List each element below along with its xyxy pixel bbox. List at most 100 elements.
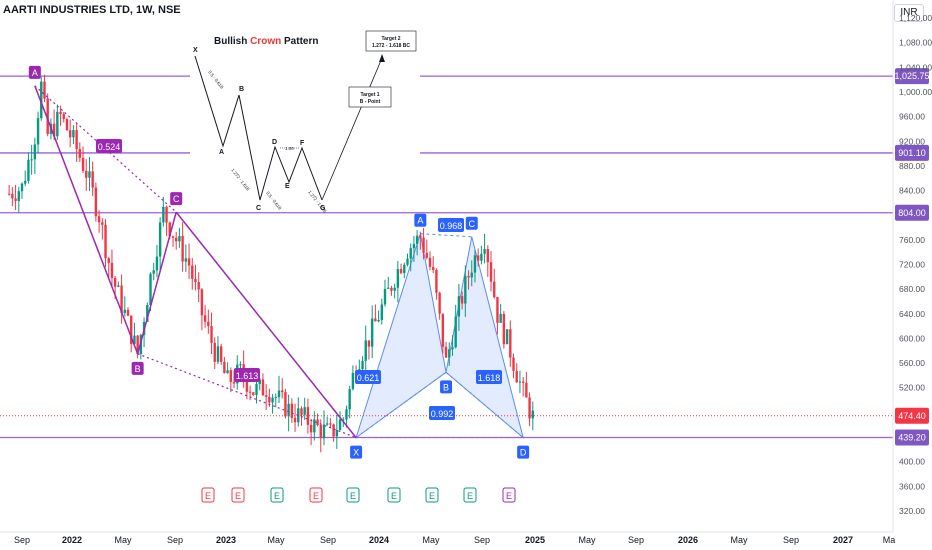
abc-pattern-dotted-leg <box>34 85 177 213</box>
candle-body <box>383 288 387 305</box>
candle-body <box>367 340 371 347</box>
ratio-label: 0.992 <box>431 409 454 419</box>
candle-body <box>444 346 448 358</box>
inset-target1-sub: B - Point <box>360 99 381 105</box>
earnings-event-label: E <box>235 491 241 501</box>
price-tick-label: 1,080.00 <box>899 38 932 48</box>
candle-body <box>457 296 461 317</box>
candle-body <box>525 382 528 398</box>
earnings-event-label: E <box>391 491 397 501</box>
candle-body <box>293 417 297 423</box>
candle-body <box>425 252 428 258</box>
ratio-label: 1.613 <box>236 371 259 381</box>
candle-body <box>518 381 522 383</box>
candle-body <box>165 206 168 223</box>
candle-body <box>460 296 464 304</box>
level-price-label: 901.10 <box>898 148 926 158</box>
candle-body <box>509 329 512 358</box>
earnings-event-marker[interactable] <box>463 487 477 503</box>
candle-body <box>486 249 490 263</box>
candle-body <box>261 379 265 396</box>
earnings-event-label: E <box>467 491 473 501</box>
earnings-event-marker[interactable] <box>270 487 284 503</box>
earnings-event-marker[interactable] <box>425 487 439 503</box>
candle-body <box>258 379 261 385</box>
time-axis-label: Sep <box>628 535 644 545</box>
candle-body <box>27 159 30 181</box>
candle-body <box>528 397 531 419</box>
candle-body <box>110 262 114 278</box>
inset-ratio-label: 1.00 <box>285 146 294 151</box>
inset-target2-box <box>365 30 417 52</box>
level-price-badge <box>895 429 929 446</box>
candle-body <box>406 258 409 265</box>
earnings-event-marker[interactable] <box>231 487 245 503</box>
candle-body <box>432 266 435 270</box>
earnings-event-label: E <box>506 491 512 501</box>
candle-body <box>152 270 155 274</box>
candle-body <box>232 381 236 384</box>
candle-body <box>428 257 432 267</box>
candle-body <box>255 384 258 395</box>
candle-body <box>374 318 377 322</box>
price-tick-label: 520.00 <box>899 383 925 393</box>
candle-body <box>351 372 355 390</box>
price-tick-label: 600.00 <box>899 333 925 343</box>
ratio-badge <box>355 370 381 384</box>
inset-title: Bullish Crown Pattern <box>214 36 318 47</box>
candle-body <box>46 98 49 134</box>
candle-body <box>239 364 242 366</box>
inset-point-label: F <box>300 140 305 147</box>
candle-body <box>24 180 27 184</box>
earnings-event-marker[interactable] <box>309 487 323 503</box>
pattern-point-badge <box>414 213 427 227</box>
earnings-event-marker[interactable] <box>502 487 516 503</box>
candle-body <box>364 340 367 361</box>
candle-body <box>415 235 419 244</box>
earnings-event-label: E <box>313 491 319 501</box>
ratio-badge <box>476 370 502 384</box>
time-axis-label: May <box>267 535 285 545</box>
candle-body <box>476 255 480 261</box>
candle-body <box>104 224 107 259</box>
candle-body <box>493 281 496 298</box>
ratio-badge <box>438 218 464 232</box>
abc-pattern-leg <box>175 211 357 439</box>
price-tick-label: 560.00 <box>899 358 925 368</box>
candle-body <box>502 313 506 345</box>
price-tick-label: 640.00 <box>899 309 925 319</box>
harmonic-triangle-bcd <box>445 236 525 440</box>
candle-body <box>300 408 303 415</box>
candle-body <box>11 193 14 199</box>
time-axis-label: 2026 <box>678 535 698 545</box>
pattern-point-badge <box>440 380 453 394</box>
earnings-event-marker[interactable] <box>201 487 215 503</box>
candle-body <box>107 258 110 263</box>
level-price-badge <box>895 204 929 221</box>
ratio-label: 0.968 <box>440 221 463 231</box>
earnings-event-marker[interactable] <box>387 487 401 503</box>
candle-body <box>322 424 326 439</box>
candle-body <box>342 419 345 421</box>
inset-point-label: A <box>219 149 224 156</box>
abc-pattern-leg <box>136 211 177 355</box>
candle-body <box>120 285 123 314</box>
candle-body <box>264 395 268 397</box>
time-axis-label: Sep <box>474 535 490 545</box>
ratio-badge <box>234 368 260 382</box>
candle-body <box>454 316 457 348</box>
candle-body <box>101 222 104 225</box>
inset-target2: Target 2 <box>381 36 400 42</box>
candle-body <box>393 287 396 291</box>
candle-body <box>59 111 62 115</box>
pattern-point-badge <box>131 361 144 375</box>
candle-body <box>223 361 226 374</box>
earnings-event-marker[interactable] <box>346 487 360 503</box>
currency-selector[interactable]: INR <box>894 4 924 22</box>
time-axis-label: Sep <box>320 535 336 545</box>
earnings-event-label: E <box>274 491 280 501</box>
candle-body <box>20 183 24 192</box>
candle-body <box>248 391 252 393</box>
harmonic-ac-line <box>420 233 472 238</box>
